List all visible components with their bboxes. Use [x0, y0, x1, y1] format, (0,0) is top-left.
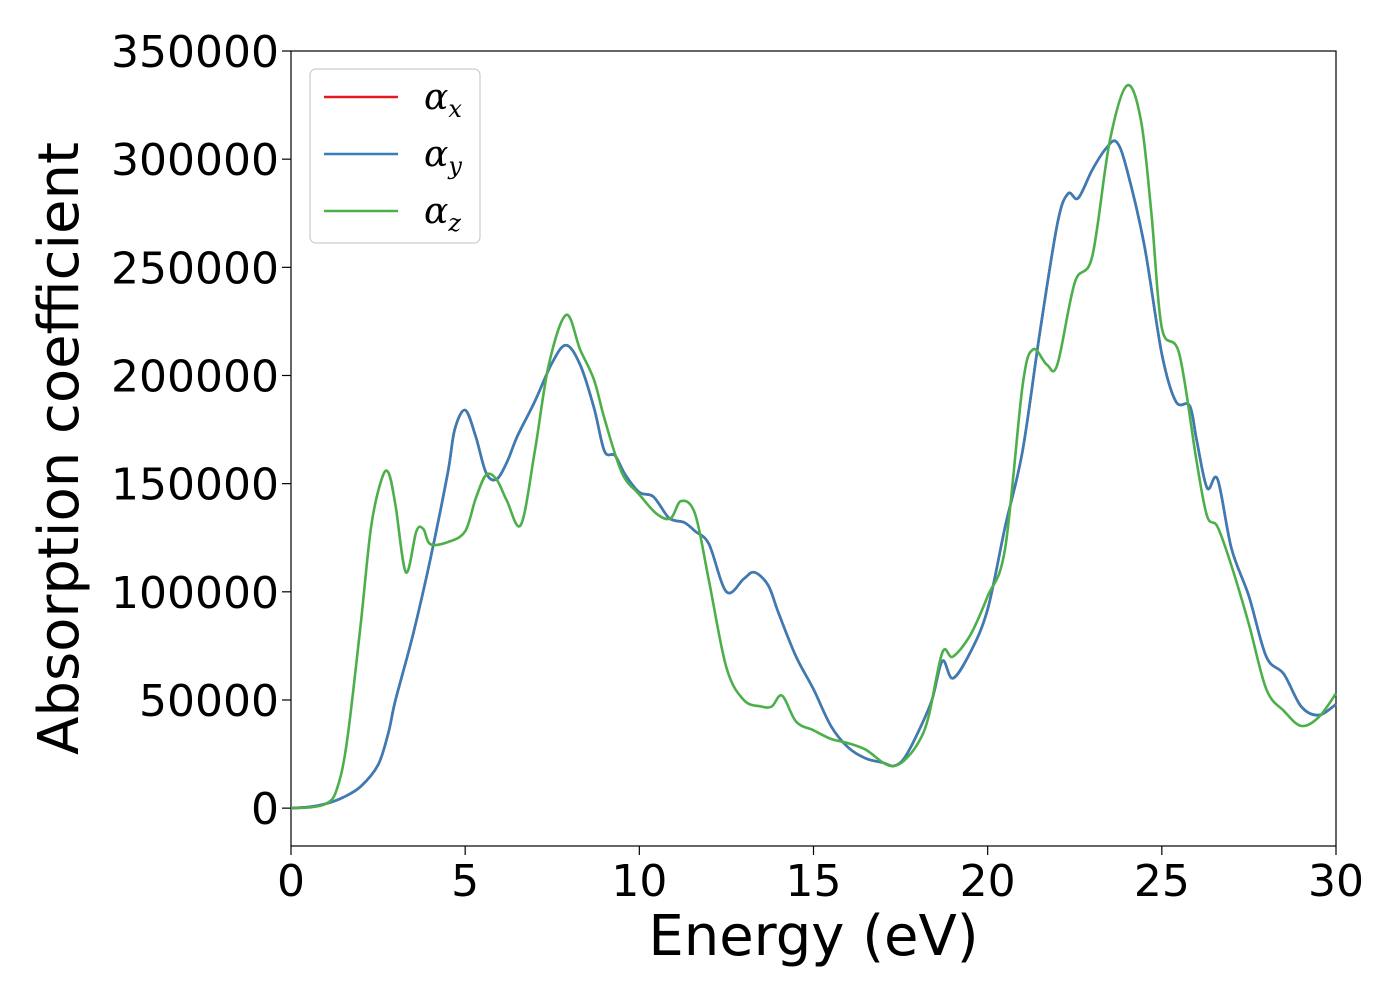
y-tick-label: 50000 — [139, 676, 279, 727]
series-layer — [290, 83, 1338, 810]
x-tick-label: 15 — [786, 856, 842, 907]
y-tick-label: 150000 — [111, 460, 279, 511]
y-tick-label: 350000 — [111, 27, 279, 78]
legend-label: αx — [424, 77, 462, 123]
y-axis: 0 50000 100000 150000 200000 250000 300000 3500… — [111, 27, 291, 835]
legend-box — [309, 68, 481, 244]
legend-item-z: αz — [324, 191, 461, 237]
y-tick-label: 200000 — [111, 351, 279, 402]
legend: αx αy αz — [309, 68, 481, 244]
legend-label: αy — [424, 134, 462, 180]
x-axis: 0 5 10 15 20 25 30 — [277, 846, 1364, 907]
series-line-y — [290, 139, 1337, 810]
x-tick-label: 5 — [451, 856, 479, 907]
y-tick-label: 100000 — [111, 568, 279, 619]
x-axis-label: Energy (eV) — [648, 904, 978, 969]
x-tick-label: 30 — [1308, 856, 1364, 907]
legend-label: αz — [424, 191, 461, 237]
y-axis-label: Absorption coefficient — [27, 142, 92, 755]
x-tick-label: 10 — [611, 856, 667, 907]
x-tick-label: 25 — [1134, 856, 1190, 907]
legend-item-x: αx — [324, 77, 462, 123]
y-tick-label: 250000 — [111, 243, 279, 294]
x-tick-label: 20 — [960, 856, 1016, 907]
y-tick-label: 0 — [251, 784, 279, 835]
y-tick-label: 300000 — [111, 135, 279, 186]
series-line-z — [290, 83, 1338, 810]
legend-item-y: αy — [324, 134, 462, 180]
x-tick-label: 0 — [277, 856, 305, 907]
